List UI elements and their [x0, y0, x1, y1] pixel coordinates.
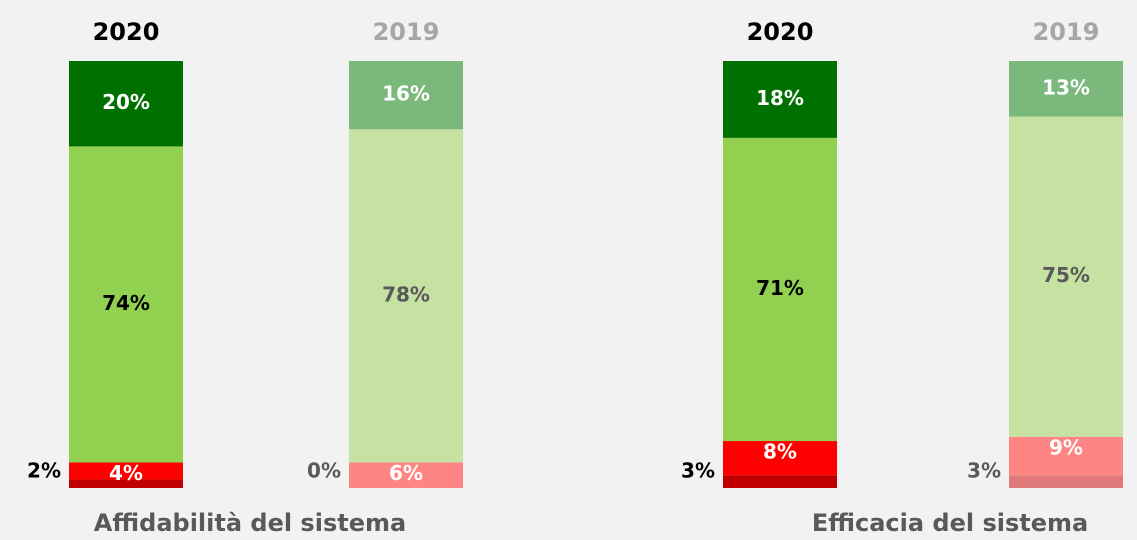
value-label: 2% [27, 459, 61, 483]
value-label: 71% [756, 276, 804, 300]
bar-segment [349, 61, 463, 130]
value-label: 78% [382, 282, 430, 306]
bar-segment [1009, 475, 1123, 488]
value-label: 8% [763, 440, 797, 464]
value-label: 3% [681, 459, 715, 483]
value-label: 18% [756, 86, 804, 110]
bar-segment [1009, 436, 1123, 476]
bar-segment [1009, 116, 1123, 437]
value-label: 0% [307, 459, 341, 483]
chart-title: Affidabilità del sistema [94, 509, 406, 537]
value-label: 3% [967, 459, 1001, 483]
bar-segment [723, 61, 837, 138]
value-label: 9% [1049, 435, 1083, 459]
value-label: 75% [1042, 263, 1090, 287]
value-label: 13% [1042, 75, 1090, 99]
bar-segment [69, 146, 183, 463]
bar-segment [349, 462, 463, 488]
category-label: 2019 [1033, 18, 1100, 46]
bar-segment [349, 129, 463, 463]
bar-segment [69, 462, 183, 480]
value-label: 6% [389, 461, 423, 485]
bar-segment [723, 441, 837, 476]
bar-segment [723, 475, 837, 488]
bar-segment [723, 137, 837, 442]
value-label: 16% [382, 82, 430, 106]
category-label: 2020 [93, 18, 160, 46]
value-label: 74% [102, 291, 150, 315]
value-label: 4% [109, 461, 143, 485]
value-label: 20% [102, 90, 150, 114]
bar-segment [69, 479, 183, 488]
chart-title: Efficacia del sistema [812, 509, 1088, 537]
bar-segment [1009, 61, 1123, 117]
bar-segment [69, 61, 183, 147]
category-label: 2020 [747, 18, 814, 46]
category-label: 2019 [373, 18, 440, 46]
